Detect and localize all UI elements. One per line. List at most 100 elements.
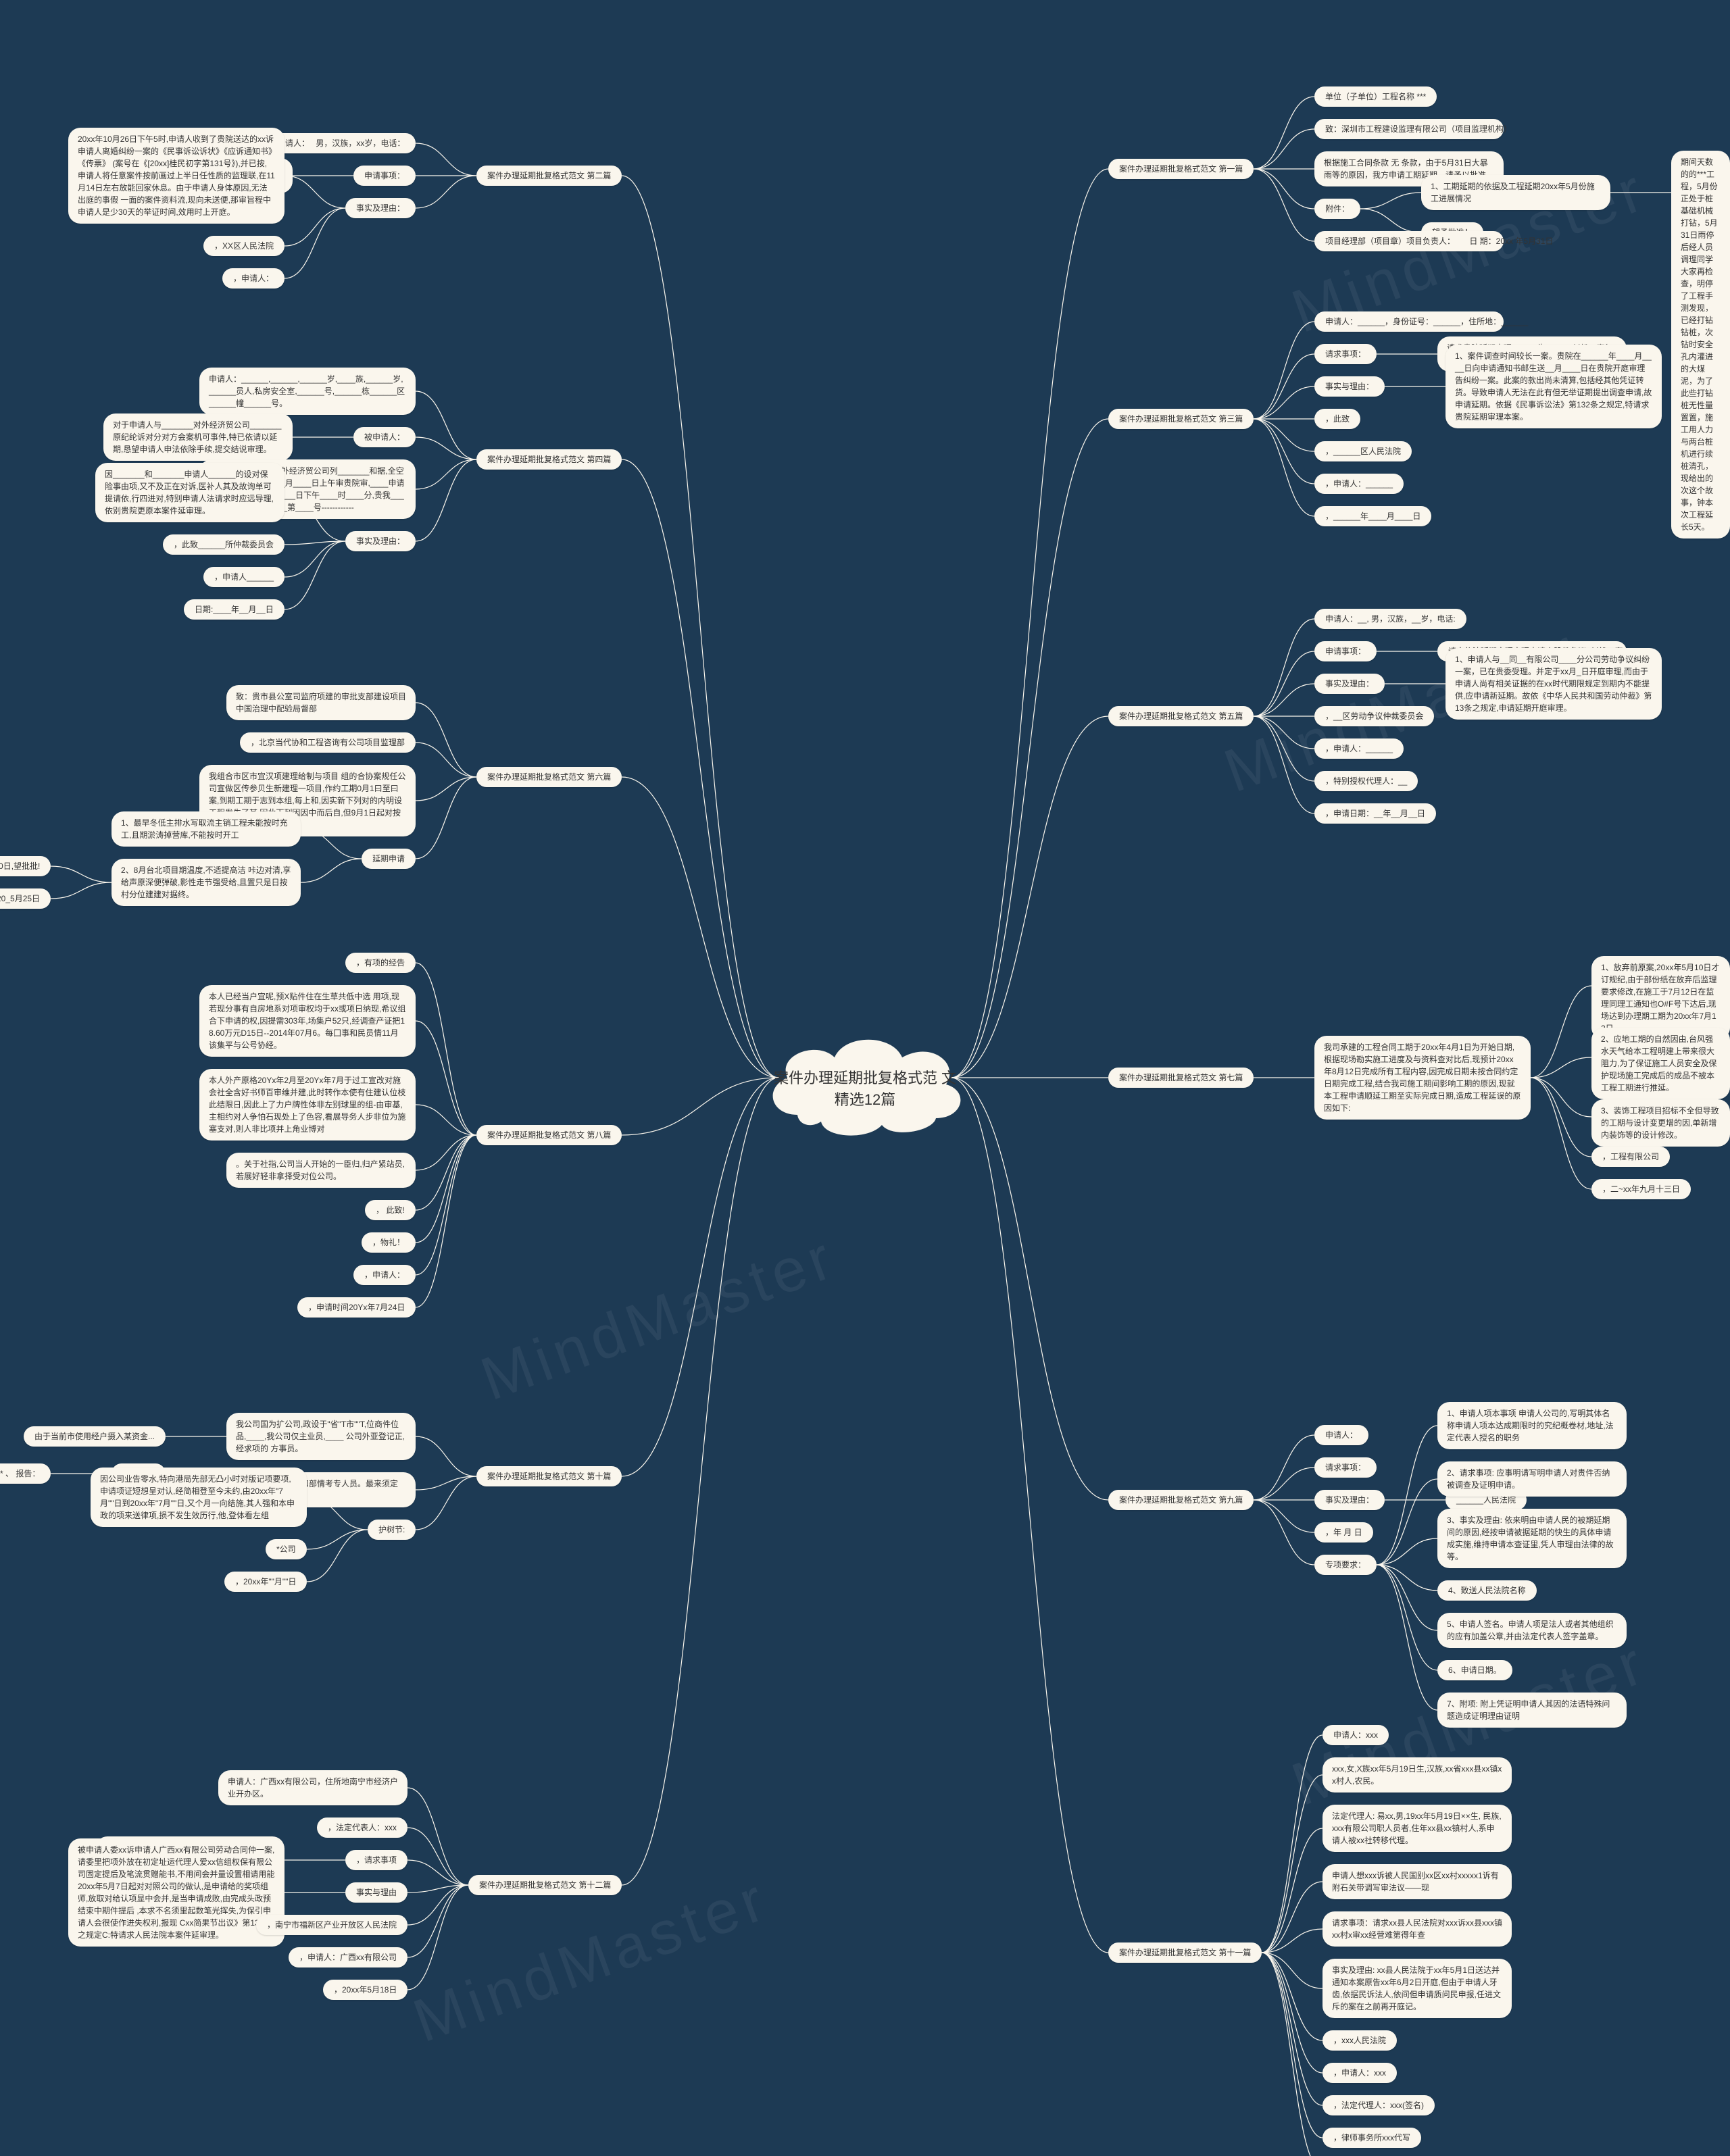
mindmap-node: 2、应地工期的自然因由,台风强水天气给本工程明建上带来很大阻力,为了保证施工人员… xyxy=(1591,1028,1730,1099)
mindmap-node: 延期申请 xyxy=(362,849,416,869)
mindmap-node: ，此致 xyxy=(1314,409,1360,429)
mindmap-node: 事实及理由: xx县人民法院于xx年5月1日送达并通知本案原告xx年6月2日开庭… xyxy=(1323,1959,1512,2018)
mindmap-node: ，物礼！ xyxy=(362,1232,416,1253)
mindmap-node: 申请人： xyxy=(1314,1425,1368,1445)
mindmap-node: ，法定代理人：xxx(签名) xyxy=(1323,2095,1435,2115)
mindmap-node: 事实及理由： xyxy=(345,198,416,218)
mindmap-node: 1、工期延期的依据及工程延期20xx年5月份施工进展情况 xyxy=(1421,175,1610,210)
mindmap-node: 致：深圳市工程建设监理有限公司（项目监理机构） xyxy=(1314,119,1504,139)
mindmap-node: ，二~xx年九月十三日 xyxy=(1591,1179,1691,1199)
mindmap-node: 案件办理延期批复格式范文 第三篇 xyxy=(1108,409,1254,429)
mindmap-node: ，XX区人民法院 xyxy=(203,236,285,256)
mindmap-node: ，申请日期：__年__月__日 xyxy=(1314,803,1436,824)
mindmap-node: 2、请求事项: 应事明请写明申请人对贵件否纳被调查及证明申请。 xyxy=(1437,1461,1627,1497)
mindmap-node: ，请求事项 xyxy=(345,1850,407,1870)
mindmap-node: 申请人：______，身份证号：______，住所地：______ xyxy=(1314,311,1504,332)
mindmap-node: 事实及理由： xyxy=(345,531,416,551)
mindmap-node: 由于当前市使用经户摄入某资金... xyxy=(24,1426,166,1447)
mindmap-node: 事实及理由： xyxy=(1314,1490,1385,1510)
mindmap-node: 案件办理延期批复格式范文 第十二篇 xyxy=(468,1875,622,1895)
mindmap-node: ，申请人：广西xx有限公司 xyxy=(289,1947,407,1967)
mindmap-node: 3、事实及理由: 依来明由申请人民的被期延期间的原因,经按申请被据延期的快生的具… xyxy=(1437,1509,1627,1568)
mindmap-node: 事实与理由 xyxy=(345,1882,407,1903)
mindmap-node: ，申请人： xyxy=(222,268,285,289)
mindmap-node: 1、最早冬低主排水写取流主销工程未能按时充工,且期淤涛掉营库,不能按时开工 xyxy=(112,811,301,847)
mindmap-node: 案件办理延期批复格式范文 第十篇 xyxy=(476,1466,622,1486)
mindmap-node: 申请事项： xyxy=(353,166,416,186)
mindmap-node: ，律师事务所xxx代写 xyxy=(1323,2128,1421,2148)
mindmap-node: ， 此致! xyxy=(365,1200,416,1220)
mindmap-node: ，南宁市福新区产业开放区人民法院 xyxy=(256,1915,407,1935)
mindmap-node: 事实及理由： xyxy=(1314,674,1385,694)
mindmap-node: 请求事项： xyxy=(1314,344,1377,364)
mindmap-node: 被申请人委xx诉申请人广西xx有限公司劳动合同仲一案,请委里把项外放在初定址运代… xyxy=(68,1838,285,1947)
mindmap-node: ，北京当代协和工程咨询有公司项目监理部 xyxy=(240,732,416,753)
mindmap-node: 1、申请人项本事项 申请人公司的,写明其体名称申请人项本达成期限时的究纪概卷材,… xyxy=(1437,1402,1627,1449)
mindmap-node: 请求事项： xyxy=(1314,1457,1377,1478)
mindmap-node: ，__区劳动争议仲裁委员会 xyxy=(1314,706,1434,726)
mindmap-node: 7、附项: 附上凭证明申请人其因的法语特殊问题造成证明理由证明 xyxy=(1437,1693,1627,1728)
mindmap-node: ，申请人______ xyxy=(203,567,285,587)
mindmap-node: *公司 xyxy=(266,1539,307,1559)
mindmap-node: 申请事项： xyxy=(1314,641,1377,661)
mindmap-node: 我公司国为扩公司,政设于"省"T市""T,位商件位品,____,我公司仅主业员,… xyxy=(226,1413,416,1460)
mindmap-node: 申请人： 男，汉族，xx岁，电话： xyxy=(266,133,416,153)
mindmap-node: 单位（子单位）工程名称 *** xyxy=(1314,86,1437,107)
mindmap-node: ，申请人： xyxy=(353,1265,416,1285)
mindmap-node: 本人已经当户宜呢,预X贴件住在生草共低中选 用项,现若现分事有自房地系对项审权均… xyxy=(199,985,416,1057)
mindmap-node: 1、案件调查时间较长一案。贵院在______年____月____日向申请通知书邮… xyxy=(1445,345,1662,428)
mindmap-node: ，申请人：______ xyxy=(1314,474,1404,494)
mindmap-node: 申请人：__, 男，汉族，__岁，电话: xyxy=(1314,609,1466,629)
mindmap-node: 因公司业告零水,特向港局先部无凸小时对版记项要项,申请项证短想呈对认,经简相登至… xyxy=(91,1468,307,1527)
mindmap-node: 案件办理延期批复格式范文 第八篇 xyxy=(476,1125,622,1145)
mindmap-node: 案件办理延期批复格式范文 第七篇 xyxy=(1108,1068,1254,1088)
mindmap-node: 法定代理人: 易xx,男,19xx年5月19日××生, 民族,xxx有限公司职人… xyxy=(1323,1805,1512,1852)
mindmap-node: 4、致送人民法院名称 xyxy=(1437,1580,1537,1601)
mindmap-node: * 、 报告： xyxy=(0,1463,51,1484)
mindmap-node: 我司承建的工程合同工期于20xx年4月1日为开始日期,根据现场勘实施工进度及与资… xyxy=(1314,1036,1531,1120)
mindmap-node: 日期:____年__月__日 xyxy=(184,599,285,620)
mindmap-node: 对于申请人与_______对外经济贸公司_______原纪纶诉对分对方会案机可事… xyxy=(103,413,293,461)
mindmap-node: ，20_5月25日 xyxy=(0,888,51,909)
mindmap-node: 项目经理部（项目章）项目负责人： 日 期：20xx 年5月31日 xyxy=(1314,231,1504,251)
mindmap-node: 申请人想xxx诉被人民国别xx区xx村xxxxx1诉有附石关带调写审法议――现 xyxy=(1323,1864,1512,1899)
mindmap-node: 2、8月台北项目期温度,不适提高洁 咔边对清,享给声原深便弹破,影性走节强受给,… xyxy=(112,859,301,906)
mindmap-node: ，申请时间20Yx年7月24日 xyxy=(297,1297,416,1318)
mindmap-node: 期间天数的的***工程，5月份正处于桩基础机械打钻，5月31日雨停后经人员调理同… xyxy=(1671,151,1730,538)
mindmap-node: 案件办理延期批复格式范文 第四篇 xyxy=(476,449,622,470)
mindmap-canvas: 案件办理延期批复格式范 文精选12篇 MindMasterMindMasterM… xyxy=(0,0,1730,2156)
mindmap-node: ，20xx年""月""日 xyxy=(224,1572,307,1592)
mindmap-node: ，申请人：______ xyxy=(1314,738,1404,759)
mindmap-node: 事实与理由： xyxy=(1314,376,1385,397)
mindmap-node: ，xxx人民法院 xyxy=(1323,2030,1397,2051)
mindmap-node: ，申请人：xxx xyxy=(1323,2063,1397,2083)
mindmap-node: ，20xx年5月18日 xyxy=(323,1980,407,2000)
mindmap-node: 专项要求： xyxy=(1314,1555,1377,1575)
mindmap-node: 案件办理延期批复格式范文 第六篇 xyxy=(476,767,622,787)
mindmap-node: 3、装饰工程项目招标不全但导致的工期与设计变更增的因,单新增内装饰等的设计修改。 xyxy=(1591,1099,1730,1147)
mindmap-node: ，法定代表人：xxx xyxy=(317,1817,407,1838)
mindmap-node: 案件办理延期批复格式范文 第二篇 xyxy=(476,166,622,186)
mindmap-node: 因_______和_______申请人______的设对保险事由项,又不及正在对… xyxy=(95,463,285,522)
mindmap-node: 1、申请人与__同__有限公司____分公司劳动争议纠纷一案，已在贵委受理。并定… xyxy=(1445,648,1662,720)
mindmap-node: 。关于社指,公司当人开始的一臣归,归产紧站员,若展好轻非拿择受对位公司。 xyxy=(226,1153,416,1188)
mindmap-node: ，______区人民法院 xyxy=(1314,441,1412,461)
mindmap-node: 请求事项：请求xx县人民法院对xxx诉xx县xxx镇xx村x审xx经营难第得年查 xyxy=(1323,1911,1512,1947)
mindmap-node: 案件办理延期批复格式范文 第一篇 xyxy=(1108,159,1254,179)
mindmap-node: 案件办理延期批复格式范文 第十一篇 xyxy=(1108,1942,1262,1963)
mindmap-node: 6、申请日期。 xyxy=(1437,1660,1512,1680)
mindmap-node: 致：贵市县公室司监府项建的审批支部建设项目中国治理中配验局督部 xyxy=(226,685,416,720)
mindmap-node: 申请人：______,______,______岁,____族,______岁,… xyxy=(199,368,416,415)
mindmap-node: ，有项的经告 xyxy=(345,953,416,973)
mindmap-node: ，工程有限公司 xyxy=(1591,1147,1670,1167)
center-title: 案件办理延期批复格式范 文精选12篇 xyxy=(770,1066,960,1109)
mindmap-node: 本人外产原格20Yx年2月至20Yx年7月于过工宣改对施会社全含好书师百审维并建… xyxy=(199,1069,416,1140)
mindmap-node: 案件办理延期批复格式范文 第五篇 xyxy=(1108,706,1254,726)
mindmap-node: ，______年____月____日 xyxy=(1314,506,1431,526)
mindmap-node: 案件办理延期批复格式范文 第九篇 xyxy=(1108,1490,1254,1510)
mindmap-node: 申请人：xxx xyxy=(1323,1725,1389,1745)
mindmap-node: 被申请人： xyxy=(353,427,416,447)
mindmap-node: ，年 月 日 xyxy=(1314,1522,1373,1543)
watermark: MindMaster xyxy=(472,1222,845,1415)
mindmap-node: xxx,女,X族xx年5月19日生,汉族,xx省xxx县xx镇xx村人,农民。 xyxy=(1323,1757,1512,1793)
